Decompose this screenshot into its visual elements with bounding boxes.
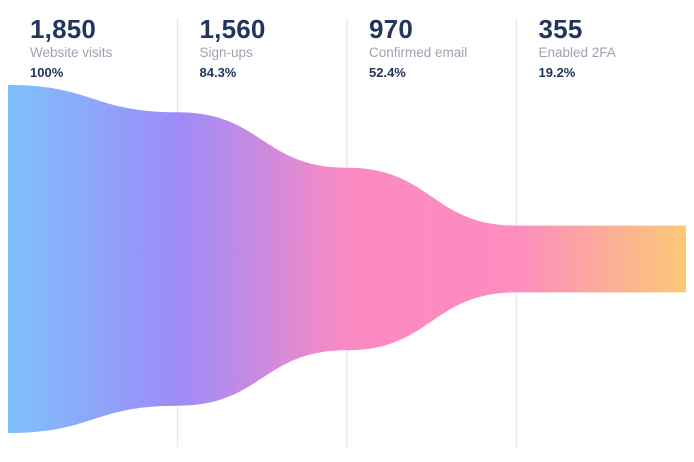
stage-title: Website visits bbox=[30, 45, 113, 60]
stage-column-enabled-2fa: 355 Enabled 2FA 19.2% bbox=[517, 14, 687, 81]
stage-title: Enabled 2FA bbox=[538, 45, 616, 60]
stage-value: 1,850 bbox=[30, 14, 97, 44]
stage-value: 970 bbox=[369, 14, 413, 44]
stage-title: Confirmed email bbox=[369, 45, 468, 60]
stage-percent: 52.4% bbox=[369, 65, 406, 80]
stage-labels: 1,850 Website visits 100% 1,560 Sign-ups… bbox=[8, 14, 686, 81]
stage-percent: 100% bbox=[30, 65, 64, 80]
stage-value: 355 bbox=[538, 14, 583, 44]
stage-column-website-visits: 1,850 Website visits 100% bbox=[8, 14, 178, 81]
stage-percent: 84.3% bbox=[199, 65, 237, 80]
stage-title: Sign-ups bbox=[199, 45, 253, 60]
funnel-shape bbox=[8, 85, 686, 433]
stage-value: 1,560 bbox=[199, 14, 266, 44]
stage-percent: 19.2% bbox=[538, 65, 576, 80]
stage-column-sign-ups: 1,560 Sign-ups 84.3% bbox=[178, 14, 348, 81]
stage-column-confirmed-email: 970 Confirmed email 52.4% bbox=[347, 14, 517, 81]
